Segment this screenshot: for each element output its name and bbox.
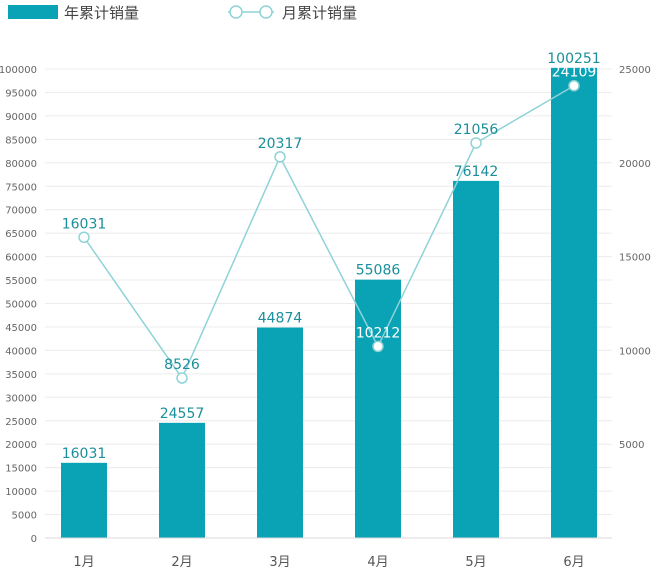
x-tick-label: 5月 bbox=[465, 555, 486, 570]
left-tick-label: 95000 bbox=[5, 88, 37, 99]
left-tick-label: 15000 bbox=[5, 464, 37, 475]
right-tick-label: 15000 bbox=[619, 253, 651, 264]
left-tick-label: 55000 bbox=[5, 276, 37, 287]
line-data-label: 20317 bbox=[258, 136, 303, 152]
right-axis: 5000 10000 15000 20000 25000 bbox=[619, 65, 651, 451]
bar-data-label: 44874 bbox=[258, 311, 303, 327]
left-tick-label: 65000 bbox=[5, 229, 37, 240]
left-tick-label: 45000 bbox=[5, 323, 37, 334]
left-tick-label: 75000 bbox=[5, 182, 37, 193]
right-tick-label: 20000 bbox=[619, 159, 651, 170]
bar bbox=[61, 463, 107, 538]
legend-bar-label: 年累计销量 bbox=[64, 4, 139, 22]
line-point bbox=[275, 152, 285, 162]
left-tick-label: 70000 bbox=[5, 206, 37, 217]
bar bbox=[355, 280, 401, 538]
left-axis: 0 5000 10000 15000 20000 25000 30000 35000 40000… bbox=[0, 65, 37, 545]
x-tick-label: 1月 bbox=[73, 555, 94, 570]
line-data-label: 16031 bbox=[62, 216, 107, 232]
line-series: 16031 8526 20317 10212 21056 24109 bbox=[62, 65, 597, 383]
line-data-label: 21056 bbox=[454, 122, 499, 138]
left-tick-label: 80000 bbox=[5, 159, 37, 170]
bar bbox=[257, 328, 303, 538]
right-tick-label: 25000 bbox=[619, 65, 651, 76]
bar bbox=[551, 68, 597, 538]
legend-bar-swatch bbox=[8, 5, 58, 19]
line-point bbox=[373, 341, 383, 351]
bar-data-label: 24557 bbox=[160, 406, 205, 422]
line-point bbox=[569, 81, 579, 91]
line-data-label: 8526 bbox=[164, 357, 200, 373]
left-tick-label: 35000 bbox=[5, 370, 37, 381]
left-tick-label: 100000 bbox=[0, 65, 37, 76]
x-tick-label: 3月 bbox=[269, 555, 290, 570]
line-point bbox=[471, 138, 481, 148]
legend: 年累计销量 月累计销量 bbox=[8, 4, 357, 22]
line-point bbox=[177, 373, 187, 383]
line-data-label: 24109 bbox=[552, 65, 597, 81]
line-data-label: 10212 bbox=[356, 325, 401, 341]
left-tick-label: 10000 bbox=[5, 487, 37, 498]
left-tick-label: 30000 bbox=[5, 393, 37, 404]
bar bbox=[159, 423, 205, 538]
left-tick-label: 40000 bbox=[5, 346, 37, 357]
legend-line-marker-right bbox=[260, 6, 272, 18]
x-axis: 1月 2月 3月 4月 5月 6月 bbox=[45, 538, 612, 570]
right-tick-label: 10000 bbox=[619, 346, 651, 357]
left-tick-label: 90000 bbox=[5, 112, 37, 123]
left-tick-label: 60000 bbox=[5, 253, 37, 264]
x-tick-label: 4月 bbox=[367, 555, 388, 570]
left-tick-label: 5000 bbox=[12, 511, 37, 522]
bar-data-label: 16031 bbox=[62, 446, 107, 462]
legend-line-marker-left bbox=[230, 6, 242, 18]
bar-data-label: 76142 bbox=[454, 164, 499, 180]
bar-data-label: 55086 bbox=[356, 263, 401, 279]
x-tick-label: 2月 bbox=[171, 555, 192, 570]
left-tick-label: 25000 bbox=[5, 417, 37, 428]
left-tick-label: 50000 bbox=[5, 300, 37, 311]
left-tick-label: 85000 bbox=[5, 135, 37, 146]
right-tick-label: 5000 bbox=[619, 440, 644, 451]
legend-line-label: 月累计销量 bbox=[282, 4, 357, 22]
x-tick-label: 6月 bbox=[563, 555, 584, 570]
bar bbox=[453, 181, 499, 538]
line-path bbox=[84, 86, 574, 378]
left-tick-label: 0 bbox=[31, 534, 37, 545]
line-point bbox=[79, 232, 89, 242]
left-tick-label: 20000 bbox=[5, 440, 37, 451]
